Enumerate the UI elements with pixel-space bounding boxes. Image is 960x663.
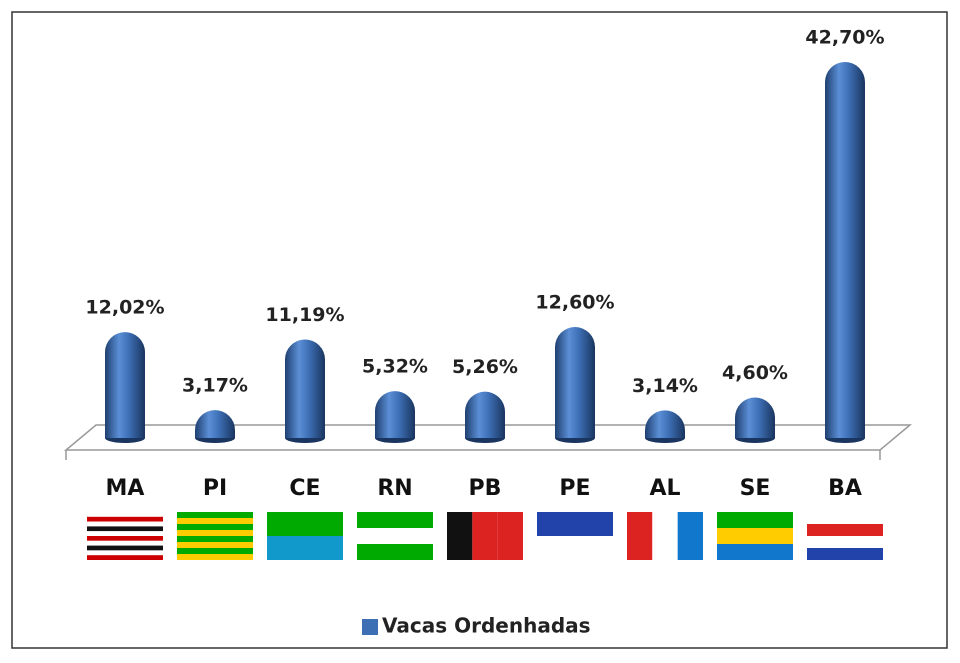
x-tick-label: PE	[559, 476, 590, 501]
value-label: 3,17%	[182, 375, 248, 397]
x-tick-label: PI	[203, 476, 227, 501]
flag-part	[87, 536, 163, 541]
flag-part	[177, 530, 253, 536]
flag-part	[177, 512, 253, 518]
flag-part	[177, 542, 253, 548]
flag	[627, 512, 703, 560]
flag-part	[447, 512, 473, 560]
bar	[555, 327, 595, 438]
flag	[717, 512, 793, 560]
x-tick-label: SE	[740, 476, 771, 501]
flag-part	[357, 528, 433, 544]
flag	[807, 512, 883, 560]
value-label: 3,14%	[632, 375, 698, 397]
flag-part	[807, 536, 883, 548]
x-tick-label: CE	[289, 476, 320, 501]
flag-part	[87, 526, 163, 532]
flag-part	[717, 528, 793, 544]
flag-part	[267, 512, 343, 536]
flag-part	[357, 512, 433, 528]
value-label: 12,02%	[85, 297, 164, 319]
value-label: 4,60%	[722, 362, 788, 384]
bar	[375, 391, 415, 438]
flag-part	[537, 536, 613, 560]
bar	[105, 332, 145, 438]
flag-part	[807, 512, 883, 524]
flag	[87, 512, 163, 560]
flag	[537, 512, 613, 560]
flag-part	[87, 555, 163, 560]
value-label: 12,60%	[535, 292, 614, 314]
flag-part	[87, 512, 163, 517]
flag-part	[87, 521, 163, 527]
bar	[195, 410, 235, 438]
bar	[465, 391, 505, 438]
value-label: 5,26%	[452, 356, 518, 378]
flag-part	[537, 512, 613, 536]
legend-label: Vacas Ordenhadas	[382, 614, 591, 638]
flag-part	[177, 554, 253, 560]
bar	[735, 397, 775, 438]
flag-part	[87, 540, 163, 546]
flag	[447, 512, 523, 560]
flag-part	[177, 548, 253, 554]
bar	[285, 339, 325, 438]
flag-part	[87, 550, 163, 556]
legend-swatch	[362, 619, 378, 635]
flag-part	[357, 544, 433, 560]
flag-part	[87, 516, 163, 522]
flag	[357, 512, 433, 560]
x-tick-label: BA	[828, 476, 862, 501]
flag-part	[87, 531, 163, 536]
flag-part	[717, 512, 793, 528]
flag-part	[652, 512, 678, 560]
flag-part	[807, 548, 883, 560]
bar	[645, 410, 685, 438]
flag-part	[677, 512, 703, 560]
x-tick-label: MA	[106, 476, 145, 501]
flag-part	[267, 536, 343, 560]
x-tick-label: RN	[377, 476, 412, 501]
flag-part	[497, 512, 523, 560]
flag-part	[807, 524, 883, 536]
flag	[177, 512, 253, 560]
flag-part	[472, 512, 498, 560]
bar	[825, 62, 865, 438]
value-label: 11,19%	[265, 304, 344, 326]
flag-part	[87, 545, 163, 551]
flag	[267, 512, 343, 560]
x-tick-label: AL	[649, 476, 680, 501]
value-label: 42,70%	[805, 27, 884, 49]
flag-part	[717, 544, 793, 560]
flag-part	[177, 536, 253, 542]
flag-part	[177, 524, 253, 530]
x-tick-label: PB	[469, 476, 502, 501]
flag-part	[177, 518, 253, 524]
flag-part	[627, 512, 653, 560]
value-label: 5,32%	[362, 356, 428, 378]
